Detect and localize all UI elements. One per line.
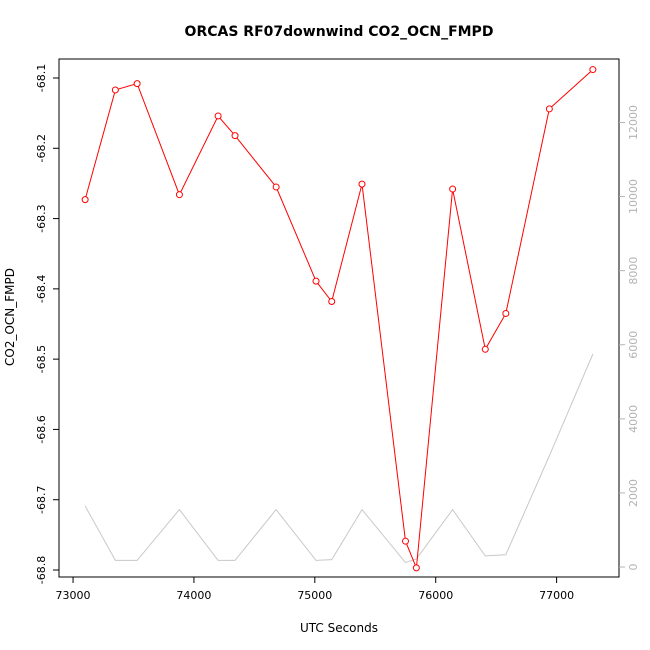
data-point: [589, 66, 597, 74]
x-tick-label: 73000: [56, 589, 91, 602]
data-point: [272, 183, 280, 191]
series-line-secondary: [84, 353, 594, 564]
y2-tick-label: 0: [627, 564, 640, 571]
y2-tick-label: 10000: [627, 179, 640, 214]
y2-tick-label: 8000: [627, 257, 640, 285]
data-point: [401, 537, 409, 545]
y-tick-label: -68.6: [35, 415, 48, 443]
data-point: [449, 185, 457, 193]
x-tick-label: 75000: [297, 589, 332, 602]
y-tick-label: -68.1: [35, 64, 48, 92]
y2-tick-label: 4000: [627, 405, 640, 433]
data-point: [502, 309, 510, 317]
y2-axis: 0 2000 4000 6000 8000 10000 12000: [619, 105, 640, 571]
y2-tick-label: 12000: [627, 105, 640, 140]
data-point: [328, 298, 336, 306]
series-line-primary: [84, 69, 594, 569]
data-point: [412, 564, 420, 572]
data-point: [358, 180, 366, 188]
y-tick-label: -68.3: [35, 204, 48, 232]
data-point: [312, 277, 320, 285]
series-layer: [81, 66, 597, 572]
y-tick-label: -68.4: [35, 275, 48, 303]
x-tick-label: 74000: [176, 589, 211, 602]
data-point: [481, 345, 489, 353]
y-axis: -68.8 -68.7 -68.6 -68.5 -68.4 -68.3 -68.2 -68.1: [35, 64, 59, 584]
data-point: [545, 105, 553, 113]
x-axis-label: UTC Seconds: [300, 621, 378, 635]
data-point: [133, 80, 141, 88]
y2-tick-label: 2000: [627, 479, 640, 507]
x-tick-label: 76000: [418, 589, 453, 602]
y2-tick-label: 6000: [627, 331, 640, 359]
y-tick-label: -68.7: [35, 485, 48, 513]
plot-frame: [58, 58, 620, 578]
x-tick-label: 77000: [539, 589, 574, 602]
data-point: [214, 112, 222, 120]
data-point: [81, 196, 89, 204]
chart-title: ORCAS RF07downwind CO2_OCN_FMPD: [185, 24, 494, 40]
data-point: [111, 86, 119, 94]
y-axis-label: CO2_OCN_FMPD: [3, 268, 17, 366]
y-tick-label: -68.8: [35, 556, 48, 584]
data-point: [175, 191, 183, 199]
data-point: [231, 132, 239, 140]
y-tick-label: -68.5: [35, 345, 48, 373]
y-tick-label: -68.2: [35, 134, 48, 162]
x-axis: 73000 74000 75000 76000 77000: [56, 577, 574, 602]
